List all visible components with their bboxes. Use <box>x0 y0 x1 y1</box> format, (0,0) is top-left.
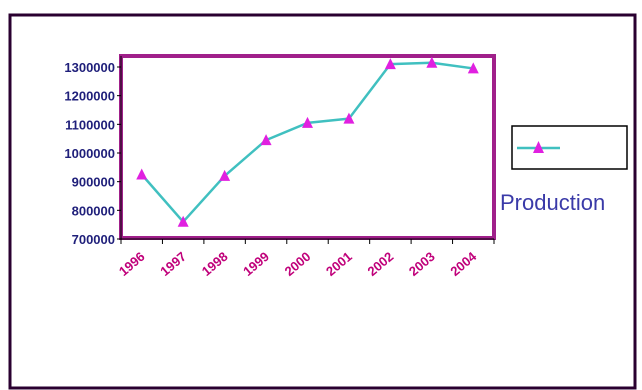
data-point-marker <box>302 116 313 128</box>
data-point-marker <box>343 112 355 124</box>
y-tick-label: 1200000 <box>64 89 115 104</box>
y-tick-label: 800000 <box>72 203 115 218</box>
series-layer <box>136 56 479 227</box>
data-point-marker <box>426 56 438 68</box>
data-point-marker <box>384 58 396 70</box>
legend-marker-swatch <box>533 141 544 153</box>
chart-outer-frame <box>8 13 637 390</box>
y-tick-label: 1100000 <box>65 117 115 132</box>
y-axis-ticks: 1300000 1200000 1100000 1000000 900000 800000… <box>64 60 121 247</box>
legend: Production <box>500 125 628 215</box>
legend-label: Production <box>500 190 605 215</box>
y-tick-label: 700000 <box>72 232 115 247</box>
data-point-marker <box>177 215 189 227</box>
data-point-marker <box>260 134 272 146</box>
data-point-marker <box>219 169 231 181</box>
y-tick-label: 1000000 <box>64 146 115 161</box>
data-point-marker <box>136 168 148 180</box>
y-tick-label: 900000 <box>72 175 115 190</box>
y-tick-label: 1300000 <box>64 60 115 75</box>
data-point-marker <box>467 62 479 74</box>
